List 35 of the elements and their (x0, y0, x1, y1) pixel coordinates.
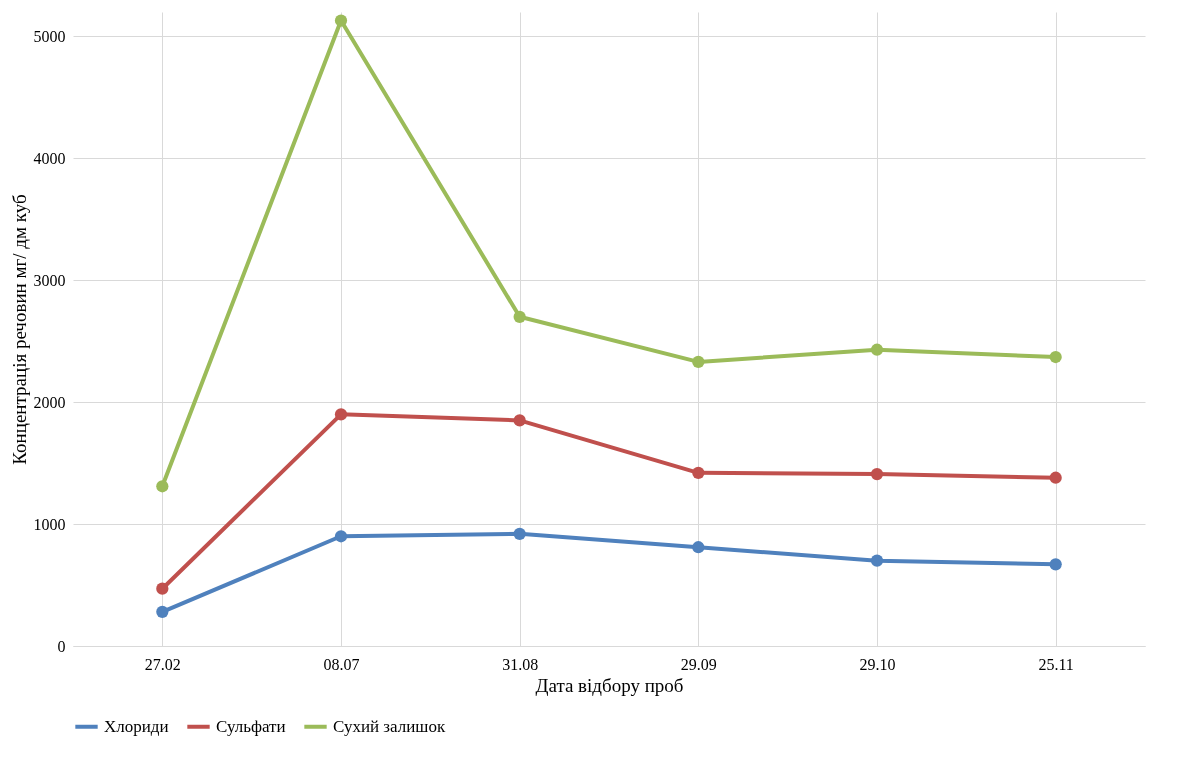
x-tick-label: 08.07 (323, 655, 360, 673)
y-tick-label: 3000 (33, 271, 66, 289)
legend-label: Сухий залишок (333, 716, 446, 736)
point (513, 414, 526, 427)
x-axis-title: Дата відбору проб (535, 674, 684, 696)
legend-label: Хлориди (104, 716, 169, 736)
point (513, 527, 526, 540)
point (156, 480, 169, 493)
point (870, 467, 884, 481)
y-tick-label: 5000 (33, 27, 66, 45)
x-tick-label: 25.11 (1038, 655, 1074, 673)
x-tick-label: 27.02 (144, 655, 181, 673)
point (870, 343, 884, 356)
x-tick-label: 29.10 (859, 655, 896, 673)
point (692, 466, 705, 479)
point (692, 355, 705, 369)
y-tick-label: 4000 (33, 149, 66, 167)
y-tick-label: 0 (57, 637, 66, 655)
point (156, 582, 169, 595)
point (1049, 558, 1062, 571)
x-tick-label: 29.09 (680, 655, 717, 673)
y-tick-label: 1000 (33, 515, 66, 533)
point (156, 605, 169, 618)
x-tick-label: 31.08 (502, 655, 539, 673)
y-axis-title: Концентрація речовин мг/ дм куб (8, 194, 30, 465)
point (513, 310, 526, 323)
point (1049, 471, 1062, 484)
point (692, 541, 705, 554)
point (1049, 350, 1062, 364)
legend-label: Сульфати (216, 716, 286, 736)
y-tick-label: 2000 (33, 393, 66, 411)
point (870, 554, 884, 567)
point (334, 408, 348, 421)
point (334, 530, 348, 543)
point (334, 14, 348, 27)
